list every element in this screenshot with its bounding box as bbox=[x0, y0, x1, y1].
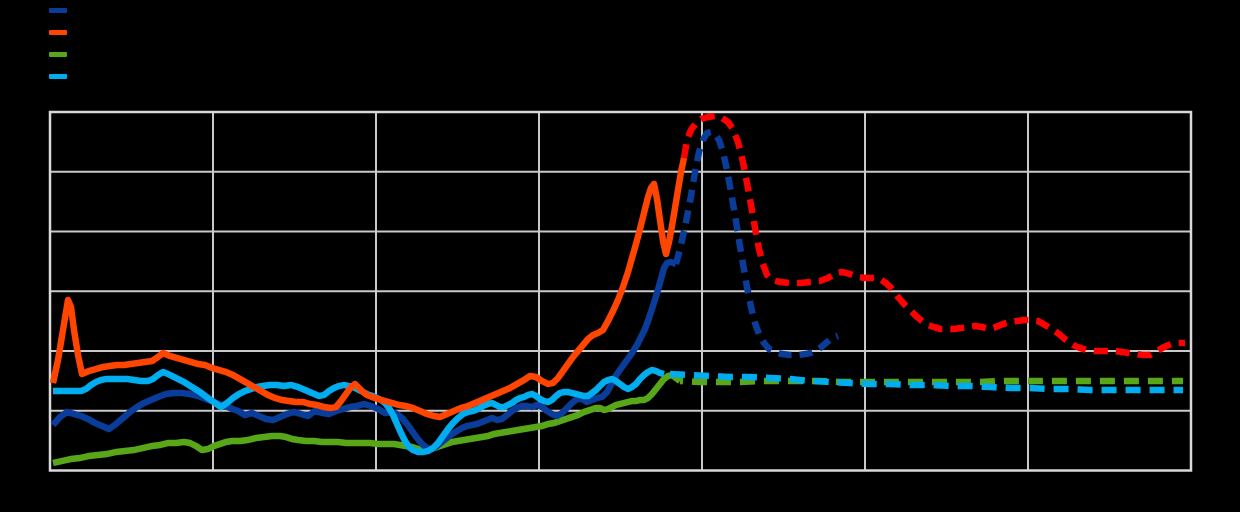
series-dark-blue-dashed bbox=[672, 128, 840, 359]
legend-swatch-green bbox=[49, 52, 67, 57]
series-light-blue-dashed bbox=[669, 370, 1183, 394]
legend bbox=[49, 8, 67, 79]
series-light-blue-solid bbox=[53, 366, 665, 456]
series-green-solid bbox=[52, 371, 682, 467]
plot-border bbox=[48, 110, 1193, 472]
series-red-dashed bbox=[680, 112, 1185, 359]
series-dark-blue-solid bbox=[50, 258, 678, 453]
legend-swatch-orange-red bbox=[49, 30, 67, 35]
legend-swatch-light-blue bbox=[49, 74, 67, 79]
series-green-dashed bbox=[679, 377, 1183, 386]
series-orange-solid bbox=[49, 157, 688, 421]
legend-swatch-dark-blue bbox=[49, 8, 67, 13]
